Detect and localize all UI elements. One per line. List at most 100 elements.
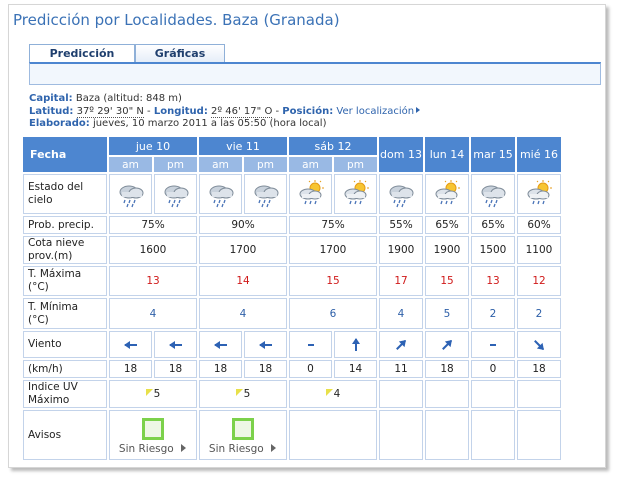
- alert-cell: [471, 410, 515, 460]
- wind-arrow: [167, 339, 183, 350]
- wind-speed: 18: [109, 360, 152, 378]
- value: jueves, 10 marzo 2011 a las 05:50 (hora …: [92, 118, 327, 129]
- precip: 55%: [379, 216, 423, 234]
- alert-cell: Sin Riesgo: [199, 410, 287, 460]
- tmax: 14: [199, 266, 287, 296]
- row-label: Avisos: [23, 410, 107, 460]
- day: sáb 12: [289, 137, 377, 155]
- tmin: 5: [425, 298, 469, 329]
- sky-icon: [527, 179, 553, 205]
- uv-icon: [325, 389, 333, 396]
- tmax: 15: [425, 266, 469, 296]
- row-label: (km/h): [23, 360, 107, 378]
- separator: -: [147, 105, 151, 117]
- forecast-table: Fecha jue 10 vie 11 sáb 12 dom 13 lun 14…: [21, 135, 563, 462]
- day: lun 14: [425, 137, 469, 172]
- separator: -: [275, 105, 280, 117]
- period: pm: [334, 157, 377, 172]
- precip: 75%: [289, 216, 377, 234]
- label: Longitud:: [153, 105, 208, 117]
- wind-speed: 18: [244, 360, 287, 378]
- wind-speed: 11: [379, 360, 423, 378]
- sky-icon: [435, 179, 461, 205]
- tmax: 12: [517, 266, 561, 296]
- tab-graficas[interactable]: Gráficas: [135, 44, 225, 63]
- tmin: 2: [517, 298, 561, 329]
- wind-speed: 18: [199, 360, 242, 378]
- uv-icon: [145, 389, 153, 396]
- sky-icon-cell: [244, 174, 287, 214]
- sky-icon-cell: [199, 174, 242, 214]
- snow: 1100: [517, 236, 561, 264]
- alert-cell: Sin Riesgo: [109, 410, 197, 460]
- day: vie 11: [199, 137, 287, 155]
- period: pm: [244, 157, 287, 172]
- row-label: Indice UV Máximo: [23, 380, 107, 408]
- wind-arrow: [257, 339, 273, 350]
- tmin: 4: [199, 298, 287, 329]
- snow: 1500: [471, 236, 515, 264]
- sky-icon: [298, 179, 325, 205]
- row-label: Estado del cielo: [23, 174, 107, 214]
- alert-cell: [425, 410, 469, 460]
- row-label: T. Máxima (°C): [23, 266, 107, 296]
- wind: [154, 331, 197, 358]
- uv-cell: [379, 380, 423, 408]
- snow: 1600: [109, 236, 197, 264]
- uv-value: 5: [153, 388, 161, 400]
- uv-cell: 5: [109, 380, 197, 408]
- label: Capital:: [29, 93, 73, 104]
- wind-arrow: [350, 336, 361, 352]
- wind: [244, 331, 287, 358]
- uv-cell: [517, 380, 561, 408]
- tab-prediccion[interactable]: Predicción: [29, 44, 135, 64]
- sky-icon: [389, 185, 414, 208]
- sky-icon: [163, 185, 189, 208]
- page-title: Predicción por Localidades. Baza (Granad…: [13, 11, 340, 29]
- row-label: Cota nieve prov.(m): [23, 236, 107, 264]
- uv-icon: [235, 389, 243, 396]
- snow: 1700: [199, 236, 287, 264]
- value: 37º 29' 30" N: [76, 105, 144, 118]
- precip: 75%: [109, 216, 197, 234]
- tmax: 13: [471, 266, 515, 296]
- sky-icon-cell: [154, 174, 197, 214]
- value: Baza (altitud: 848 m): [75, 93, 182, 104]
- day: dom 13: [379, 137, 423, 172]
- alert-arrow: [271, 443, 277, 452]
- tmin: 4: [379, 298, 423, 329]
- snow: 1900: [425, 236, 469, 264]
- sky-icon-cell: [471, 174, 515, 214]
- wind-speed: 0: [289, 360, 332, 378]
- precip: 60%: [517, 216, 561, 234]
- wind: [199, 331, 242, 358]
- alert-icon: [232, 417, 254, 440]
- wind: [379, 331, 423, 358]
- wind: [471, 331, 515, 358]
- precip: 90%: [199, 216, 287, 234]
- alert-text[interactable]: Sin Riesgo: [208, 442, 264, 455]
- uv-cell: 5: [199, 380, 287, 408]
- value: 2º 46' 17" O: [211, 105, 273, 118]
- header: Fecha: [23, 137, 107, 172]
- wind: [289, 331, 332, 358]
- snow: 1700: [289, 236, 377, 264]
- tmin: 2: [471, 298, 515, 329]
- wind-speed: 18: [425, 360, 469, 378]
- wind-arrow: [438, 336, 456, 353]
- sky-icon: [253, 185, 279, 208]
- alert-text[interactable]: Sin Riesgo: [118, 442, 174, 455]
- wind-speed: 0: [471, 360, 515, 378]
- sky-icon: [118, 185, 144, 208]
- tmin: 6: [289, 298, 377, 329]
- tmin: 4: [109, 298, 197, 329]
- row-label: Prob. precip.: [23, 216, 107, 234]
- wind: [425, 331, 469, 358]
- sky-icon-cell: [109, 174, 152, 214]
- uv-cell: 4: [289, 380, 377, 408]
- link[interactable]: Ver localización: [336, 105, 415, 117]
- alert-arrow: [181, 443, 187, 452]
- snow: 1900: [379, 236, 423, 264]
- sky-icon-cell: [425, 174, 469, 214]
